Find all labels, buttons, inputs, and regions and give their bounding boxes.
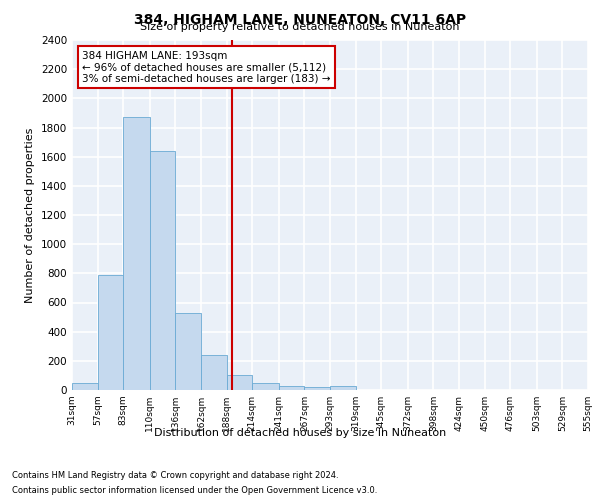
Bar bbox=[330, 386, 356, 390]
Bar bbox=[279, 386, 304, 390]
Text: 384, HIGHAM LANE, NUNEATON, CV11 6AP: 384, HIGHAM LANE, NUNEATON, CV11 6AP bbox=[134, 12, 466, 26]
Y-axis label: Number of detached properties: Number of detached properties bbox=[25, 128, 35, 302]
Bar bbox=[150, 151, 175, 390]
Text: Distribution of detached houses by size in Nuneaton: Distribution of detached houses by size … bbox=[154, 428, 446, 438]
Bar bbox=[227, 376, 252, 390]
Text: 384 HIGHAM LANE: 193sqm
← 96% of detached houses are smaller (5,112)
3% of semi-: 384 HIGHAM LANE: 193sqm ← 96% of detache… bbox=[82, 50, 331, 84]
Text: Contains public sector information licensed under the Open Government Licence v3: Contains public sector information licen… bbox=[12, 486, 377, 495]
Bar bbox=[98, 275, 123, 390]
Text: Size of property relative to detached houses in Nuneaton: Size of property relative to detached ho… bbox=[140, 22, 460, 32]
Bar bbox=[201, 355, 227, 390]
Bar bbox=[72, 382, 98, 390]
Bar bbox=[123, 118, 150, 390]
Bar bbox=[175, 312, 201, 390]
Bar bbox=[252, 382, 279, 390]
Text: Contains HM Land Registry data © Crown copyright and database right 2024.: Contains HM Land Registry data © Crown c… bbox=[12, 471, 338, 480]
Bar bbox=[304, 387, 330, 390]
